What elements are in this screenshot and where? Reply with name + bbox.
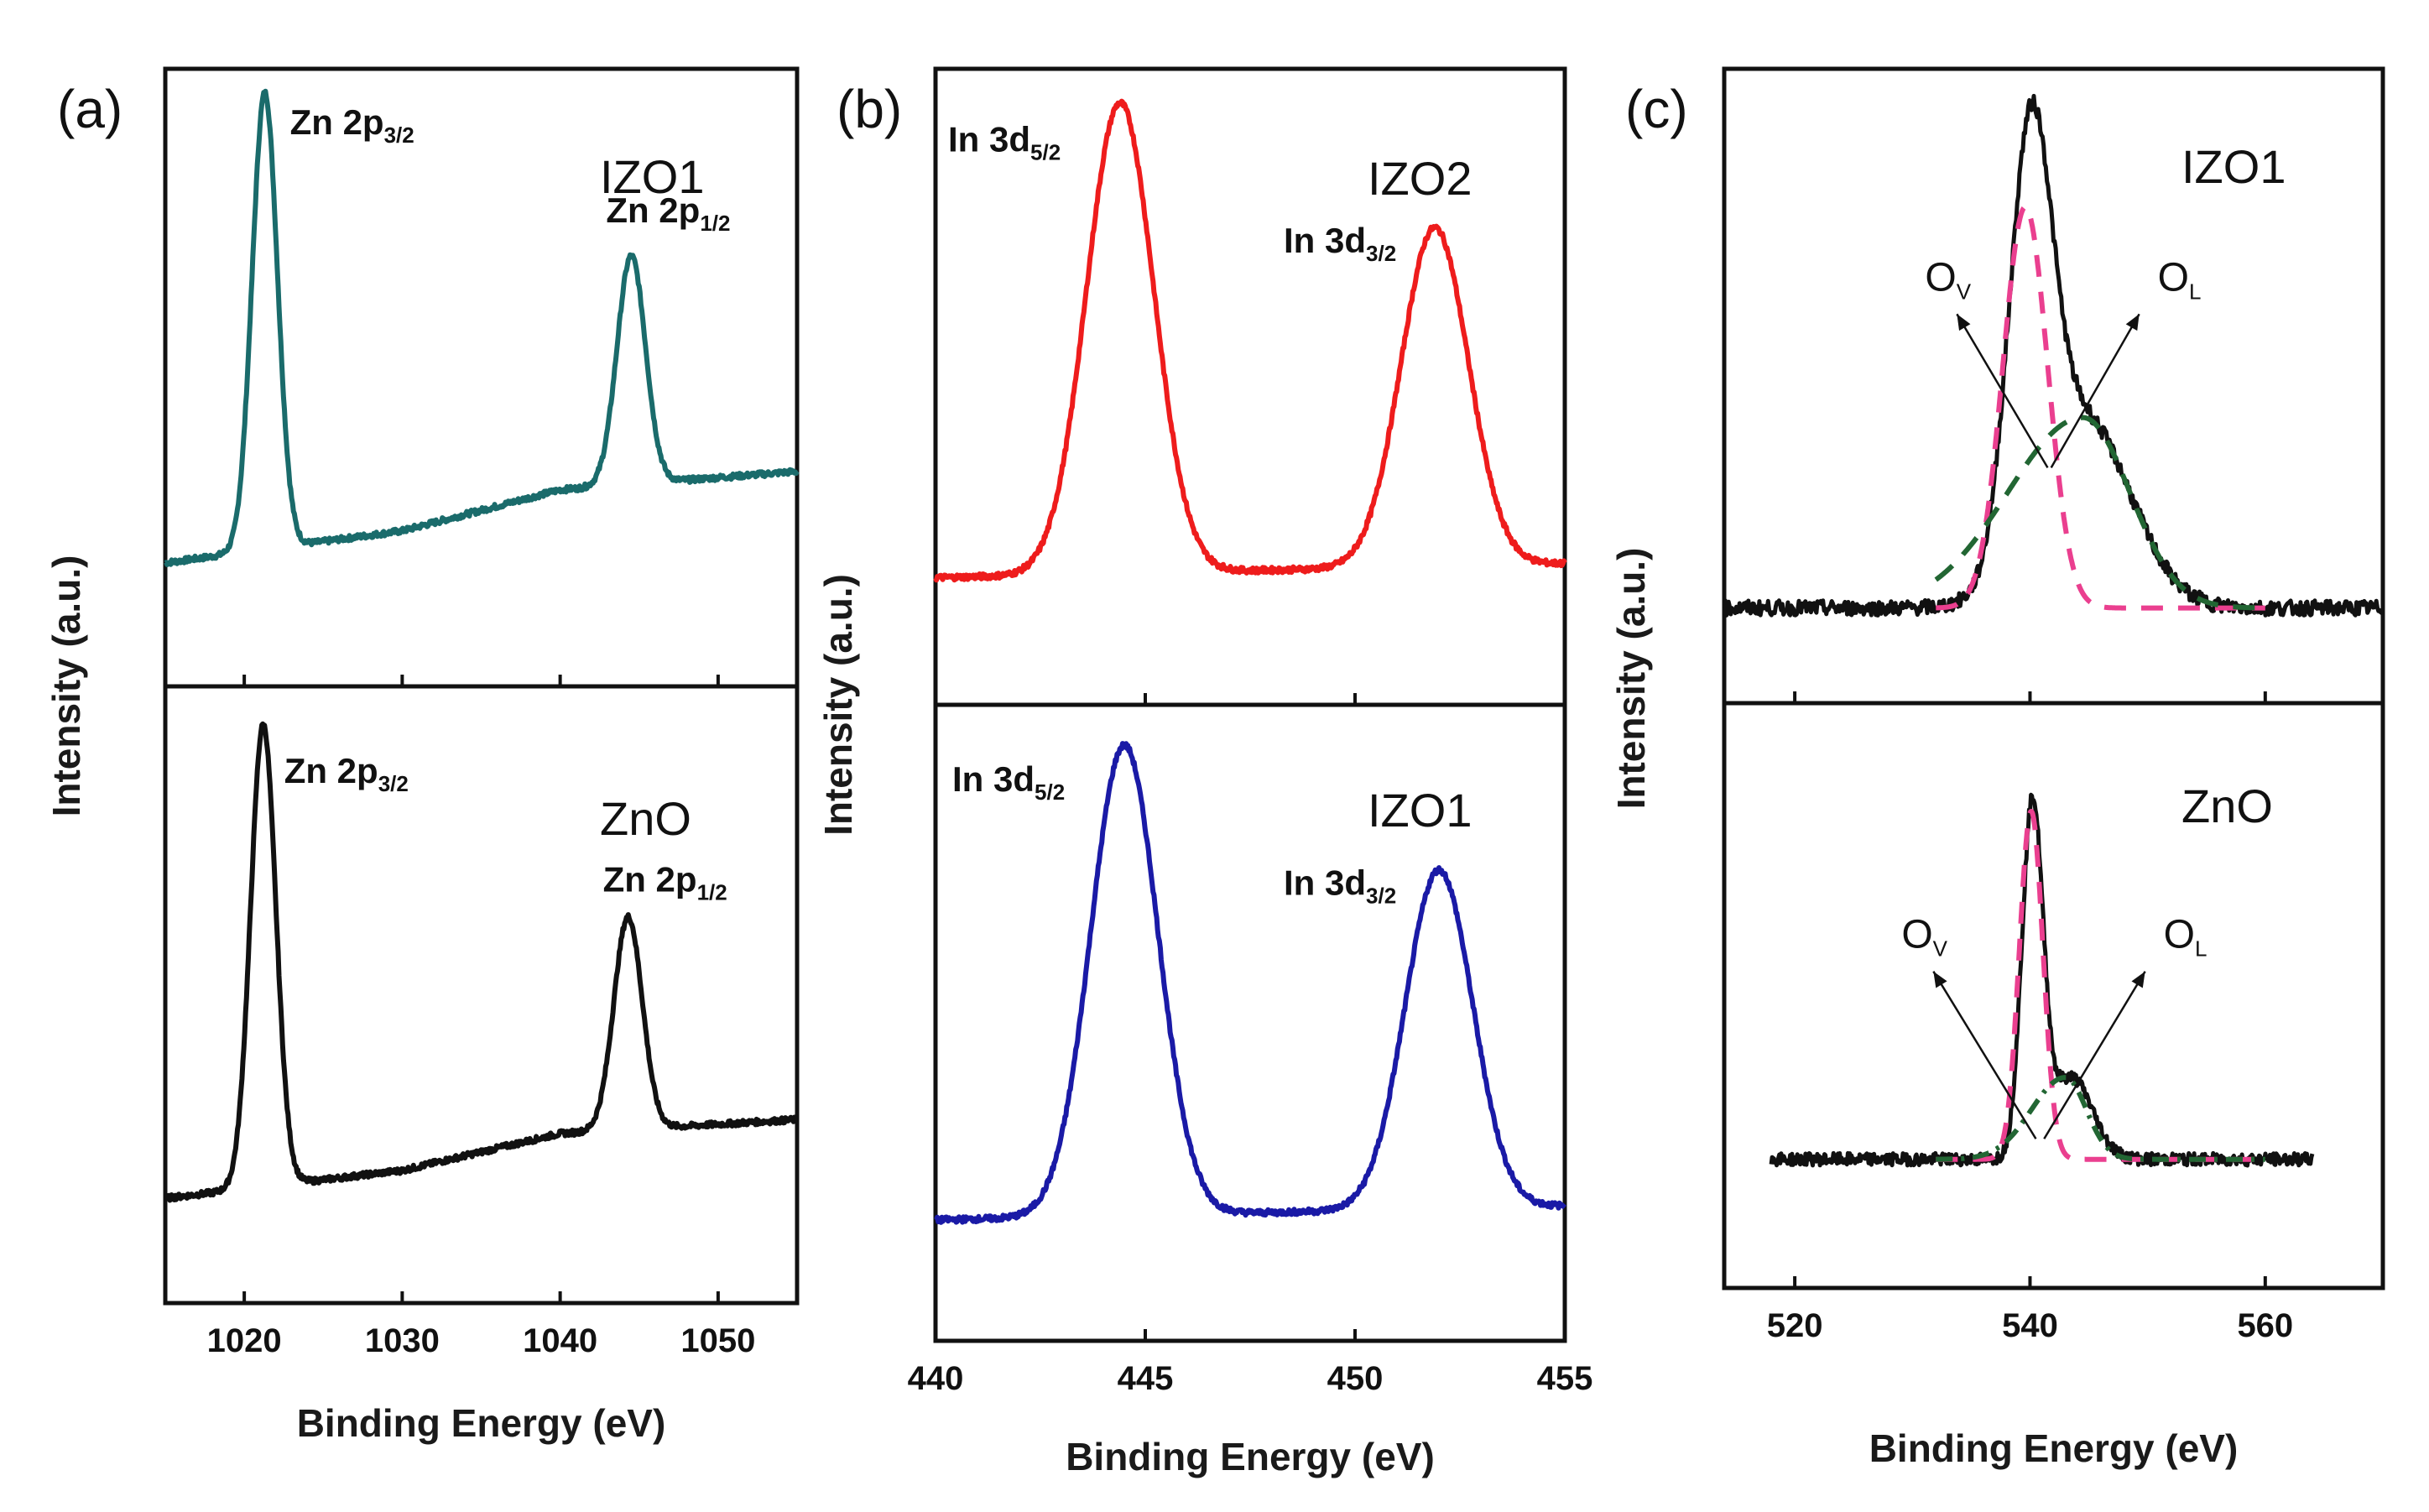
annotation-arrow (2050, 313, 2140, 468)
spectrum-c-zno-measured (1769, 792, 2315, 1168)
x-tick-label: 1020 (207, 1322, 282, 1359)
spectrum-b-izo1 (934, 741, 1567, 1225)
peak-label: In 3d3/2 (1284, 221, 1396, 266)
spectrum-b-izo2 (933, 98, 1567, 583)
panel-label: (c) (1625, 79, 1688, 139)
sample-label-izo1: IZO1 (1368, 784, 1472, 837)
panel-label: (b) (837, 79, 902, 139)
sample-label-zno: ZnO (600, 792, 691, 845)
x-tick-label: 1030 (365, 1322, 440, 1359)
spectrum-a-zno (164, 721, 800, 1203)
x-tick-label: 445 (1118, 1360, 1174, 1397)
annotation-arrow (1956, 313, 2049, 469)
panel-frame-c (1722, 66, 2385, 1290)
x-tick-label: 440 (908, 1360, 964, 1397)
arrowhead (2131, 971, 2145, 988)
peak-label: In 3d3/2 (1284, 863, 1396, 909)
annotation-OV: OV (1925, 255, 1971, 304)
spectrum-c-zno-ol-fit (1934, 1075, 2268, 1162)
y-axis-title: Intensity (a.u.) (816, 574, 860, 836)
x-tick-label: 520 (1767, 1307, 1823, 1344)
y-axis-title: Intensity (a.u.) (44, 555, 88, 817)
peak-label: Zn 2p3/2 (284, 751, 409, 796)
arrowhead (1957, 314, 1971, 331)
sample-label-zno: ZnO (2181, 779, 2273, 832)
spectrum-c-zno-ov-fit (1934, 809, 2268, 1162)
peak-label: In 3d5/2 (952, 759, 1065, 805)
spectrum-c-izo1-measured (1722, 93, 2385, 618)
sample-label-izo2: IZO2 (1368, 152, 1472, 205)
spectrum-c-izo1-ol-fit (1934, 414, 2268, 611)
x-tick-label: 455 (1537, 1360, 1593, 1397)
spectrum-a-izo1 (164, 88, 800, 567)
x-tick-label: 1050 (680, 1322, 755, 1359)
x-tick-label: 1040 (523, 1322, 597, 1359)
x-axis-title: Binding Energy (eV) (297, 1401, 666, 1445)
arrowhead (2125, 314, 2140, 331)
peak-label: In 3d5/2 (948, 120, 1061, 165)
peak-label: Zn 2p1/2 (603, 860, 727, 905)
x-tick-label: 450 (1327, 1360, 1384, 1397)
panel-label: (a) (57, 79, 122, 139)
y-axis-title: Intensity (a.u.) (1609, 548, 1653, 810)
annotation-arrow (2043, 971, 2146, 1139)
x-tick-label: 560 (2237, 1307, 2293, 1344)
annotation-arrow (1932, 971, 2037, 1139)
x-axis-title: Binding Energy (eV) (1869, 1426, 2239, 1470)
x-tick-label: 540 (2002, 1307, 2058, 1344)
annotation-OL: OL (2158, 255, 2202, 304)
x-axis-title: Binding Energy (eV) (1066, 1435, 1435, 1478)
arrowhead (1933, 971, 1947, 988)
annotation-OV: OV (1901, 913, 1947, 962)
peak-label: Zn 2p3/2 (290, 102, 414, 148)
peak-label: Zn 2p1/2 (606, 190, 730, 236)
sample-label-izo1: IZO1 (2181, 140, 2286, 193)
sample-label-izo1: IZO1 (600, 150, 704, 203)
annotation-OL: OL (2164, 913, 2207, 962)
